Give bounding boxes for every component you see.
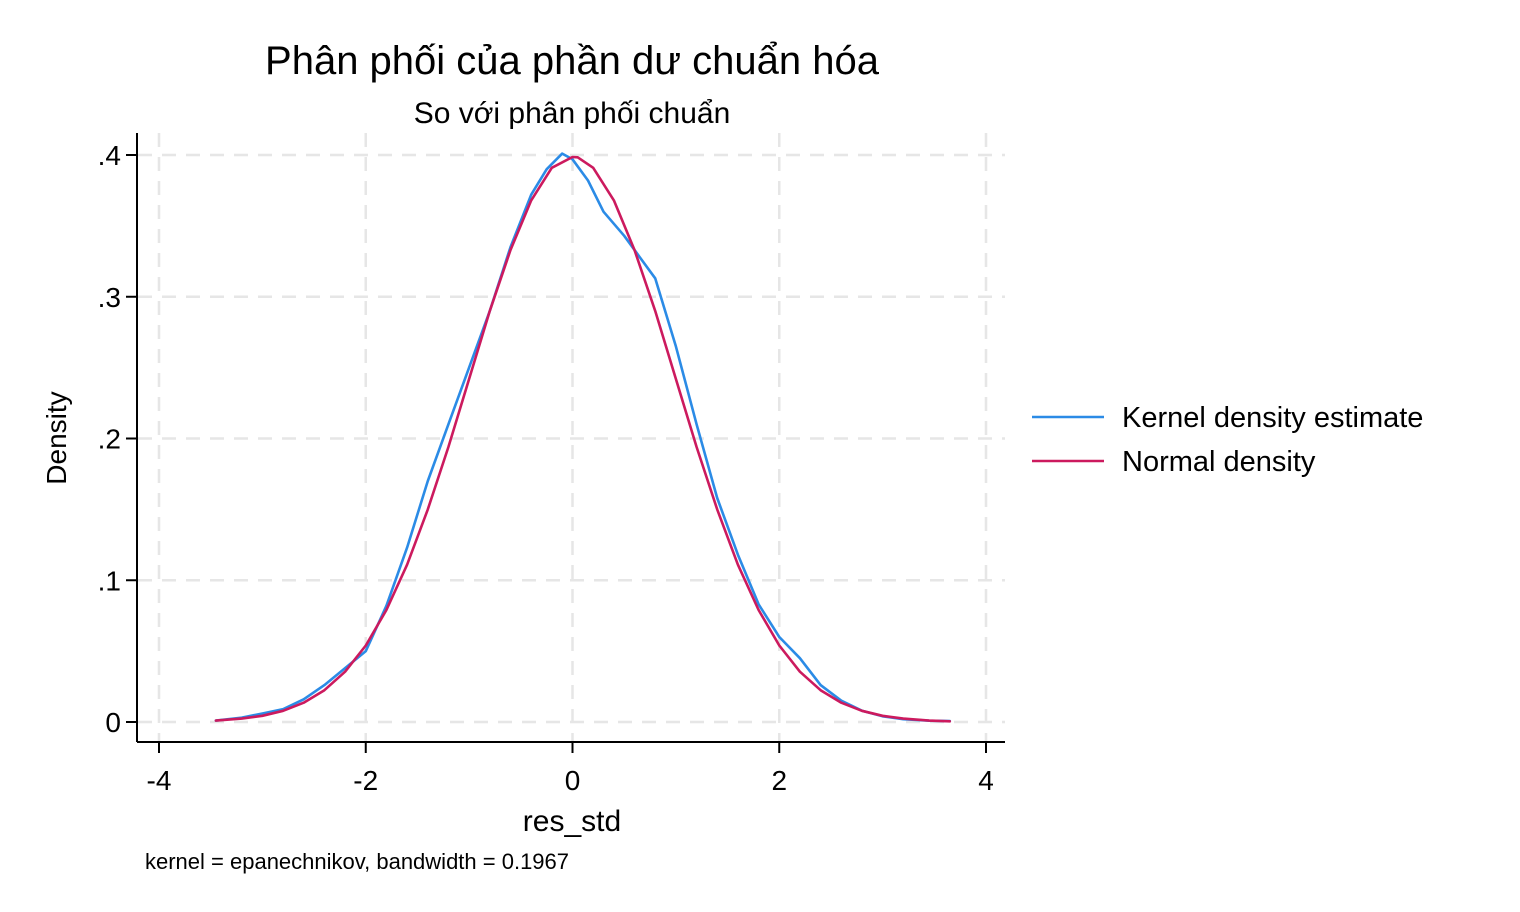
x-tick-label: 0 — [565, 765, 581, 796]
series-line-normal-density — [214, 155, 952, 723]
x-axis-label: res_std — [523, 805, 621, 838]
y-tick-label: 0 — [105, 707, 121, 738]
legend: Kernel density estimate Normal density — [1032, 402, 1423, 478]
y-tick-label: .3 — [98, 282, 121, 313]
legend-label-normal-density: Normal density — [1122, 446, 1316, 478]
y-tick-label: .2 — [98, 424, 121, 455]
grid — [138, 133, 1005, 741]
legend-label-kernel-density-estimate: Kernel density estimate — [1122, 402, 1423, 434]
y-tick-label: .1 — [98, 565, 121, 596]
x-tick-label: 2 — [771, 765, 787, 796]
chart-title: Phân phối của phần dư chuẩn hóa — [265, 39, 880, 83]
y-axis-label: Density — [41, 391, 72, 484]
plot-area — [214, 152, 952, 723]
x-tick-label: -4 — [147, 765, 172, 796]
x-tick-label: 4 — [978, 765, 994, 796]
chart-note: kernel = epanechnikov, bandwidth = 0.196… — [145, 849, 569, 874]
y-tick-label: .4 — [98, 140, 121, 171]
axes: 0 .1 .2 .3 .4 -4 -2 0 2 4 — [98, 133, 1005, 796]
chart-subtitle: So với phân phối chuẩn — [414, 97, 731, 130]
x-tick-label: -2 — [353, 765, 378, 796]
